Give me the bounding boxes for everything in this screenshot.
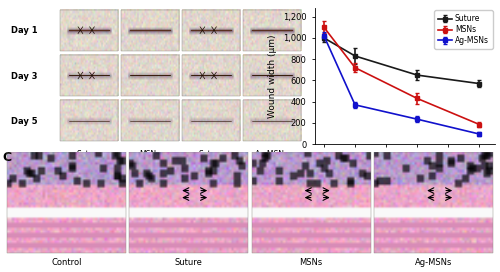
Bar (121, 10, 179, 51)
Text: Day 3: Day 3 (11, 72, 38, 81)
Bar (130, 152, 248, 253)
X-axis label: Time (days): Time (days) (378, 167, 432, 176)
Bar (182, 10, 240, 51)
Text: Day 5: Day 5 (11, 117, 38, 126)
Text: Ag-MSNs: Ag-MSNs (255, 150, 289, 159)
Bar (60, 55, 118, 96)
Y-axis label: Wound width (µm): Wound width (µm) (268, 35, 277, 118)
Legend: Suture, MSNs, Ag-MSNs: Suture, MSNs, Ag-MSNs (434, 10, 492, 49)
Text: Ag-MSNs: Ag-MSNs (415, 258, 453, 267)
Bar (252, 152, 370, 253)
Bar (121, 100, 179, 141)
Bar (374, 152, 493, 253)
Text: Suture: Suture (198, 150, 224, 159)
Bar (182, 100, 240, 141)
Text: A: A (2, 0, 12, 3)
Bar (182, 55, 240, 96)
Text: C: C (2, 151, 12, 164)
Text: Suture: Suture (175, 258, 203, 267)
Bar (243, 100, 301, 141)
Text: Day 1: Day 1 (11, 26, 38, 35)
Bar (60, 10, 118, 51)
Bar (121, 55, 179, 96)
Bar (243, 10, 301, 51)
Text: MSNs: MSNs (140, 150, 160, 159)
Text: Suture: Suture (76, 150, 102, 159)
Text: B: B (275, 0, 284, 3)
Text: MSNs: MSNs (300, 258, 323, 267)
Bar (243, 55, 301, 96)
Bar (60, 100, 118, 141)
Text: Control: Control (51, 258, 82, 267)
Bar (7, 152, 126, 253)
